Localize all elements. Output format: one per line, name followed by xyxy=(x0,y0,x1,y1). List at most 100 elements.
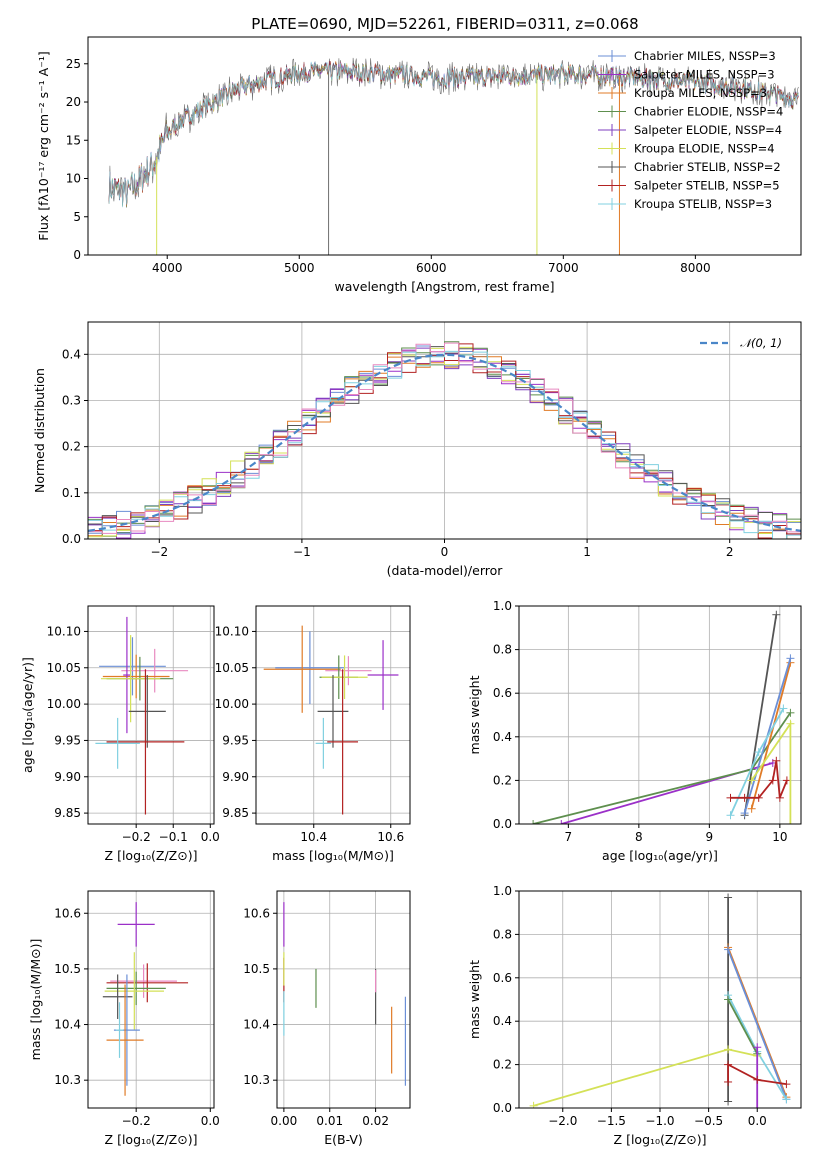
y-tick-label: 10.3 xyxy=(243,1073,270,1087)
y-tick-label: 10.10 xyxy=(47,624,81,638)
legend-label-8: Kroupa STELIB, NSSP=3 xyxy=(634,197,772,211)
x-axis-label: Z [log₁₀(Z/Z⊙)] xyxy=(105,848,198,863)
y-axis-label: mass weight xyxy=(467,960,482,1039)
panel-age_vs_mass: 10.4 10.6 9.85 9.90 9.95 10.00 10.05 10.10 mass … xyxy=(215,605,411,863)
plot-area xyxy=(95,616,189,815)
y-axis-label: mass [log₁₀(M/M⊙)] xyxy=(28,939,43,1061)
panel-mass_vs_Z: −0.2 0.0 10.3 10.4 10.5 10.6 Z [log₁₀(Z/Z⊙)] ma… xyxy=(28,890,220,1147)
y-tick-label: 10.05 xyxy=(215,661,249,675)
panel-spectrum: 4000 5000 6000 7000 8000 0 5 10 15 20 25 wavelength… xyxy=(36,36,802,294)
x-tick-label: 0.00 xyxy=(271,1114,298,1128)
y-tick-label: 25 xyxy=(66,57,81,71)
axes-frame xyxy=(87,321,802,540)
x-axis-label: wavelength [Angstrom, rest frame] xyxy=(334,279,554,294)
y-tick-label: 10.10 xyxy=(215,624,249,638)
y-axis-label: Flux [fλ10⁻¹⁷ erg cm⁻² s⁻¹ A⁻¹] xyxy=(36,51,51,240)
plot-area xyxy=(263,625,399,815)
y-tick-label: 0.4 xyxy=(493,730,512,744)
histogram-step-7 xyxy=(88,343,801,539)
x-tick-label: 7 xyxy=(565,830,573,844)
plot-area xyxy=(88,341,801,539)
axes-frame xyxy=(518,605,802,825)
y-tick-label: 5 xyxy=(73,210,81,224)
y-tick-label: 0 xyxy=(73,248,81,262)
legend-label-3: Chabrier ELODIE, NSSP=4 xyxy=(634,105,783,119)
y-tick-label: 10.6 xyxy=(243,906,270,920)
x-axis-label: E(B-V) xyxy=(324,1132,363,1147)
y-tick-label: 0.8 xyxy=(493,927,512,941)
y-tick-label: 9.90 xyxy=(54,770,81,784)
axes-frame xyxy=(87,605,215,825)
y-tick-label: 9.85 xyxy=(54,806,81,820)
x-tick-label: 0.0 xyxy=(201,1114,220,1128)
plot-layer: 4000 5000 6000 7000 80000510152025wavelength… xyxy=(20,36,802,1147)
y-tick-label: 9.95 xyxy=(54,733,81,747)
x-tick-label: −0.1 xyxy=(159,830,188,844)
x-axis-label: Z [log₁₀(Z/Z⊙)] xyxy=(105,1132,198,1147)
x-tick-label: 0.02 xyxy=(362,1114,389,1128)
gridlines xyxy=(519,605,801,825)
y-tick-label: 0.8 xyxy=(493,643,512,657)
panel-residuals: −2 −1 0 1 2 0.0 0.1 0.2 0.3 0.4 (data-model)/error… xyxy=(32,321,802,578)
y-tick-label: 10.3 xyxy=(54,1073,81,1087)
weight-line-4 xyxy=(727,999,758,1055)
y-tick-label: 0.2 xyxy=(493,773,512,787)
y-tick-label: 0.3 xyxy=(62,393,81,407)
y-tick-label: 0.2 xyxy=(493,1058,512,1072)
legend-label-1: Salpeter MILES, NSSP=3 xyxy=(634,68,775,82)
plot-area xyxy=(102,902,189,1096)
y-tick-label: 10.6 xyxy=(54,906,81,920)
weight-line-3 xyxy=(750,662,792,809)
x-tick-label: −0.2 xyxy=(122,1114,151,1128)
plot-area xyxy=(283,902,407,1086)
x-axis-label: (data-model)/error xyxy=(387,563,504,578)
x-axis-label: mass [log₁₀(M/M⊙)] xyxy=(272,848,394,863)
x-tick-label: 10.4 xyxy=(300,830,327,844)
x-tick-label: 10.6 xyxy=(377,830,404,844)
weight-line-7 xyxy=(727,1063,787,1085)
y-tick-label: 9.95 xyxy=(222,733,249,747)
legend-label-6: Chabrier STELIB, NSSP=2 xyxy=(634,160,781,174)
legend-label-0: Chabrier MILES, NSSP=3 xyxy=(634,49,776,63)
y-tick-label: 0.6 xyxy=(493,971,512,985)
y-tick-label: 0.4 xyxy=(493,1014,512,1028)
y-tick-label: 0.0 xyxy=(62,532,81,546)
legend: Chabrier MILES, NSSP=3 Salpeter MILES, NS… xyxy=(598,49,783,211)
gridlines xyxy=(277,891,410,1108)
y-tick-label: 0.1 xyxy=(62,486,81,500)
weight-line-5 xyxy=(533,1048,758,1107)
y-tick-label: 10.4 xyxy=(54,1018,81,1032)
plot-area xyxy=(529,893,791,1108)
x-tick-label: −1.5 xyxy=(597,1114,626,1128)
x-tick-label: 0 xyxy=(441,545,449,559)
y-tick-label: 0.6 xyxy=(493,686,512,700)
x-tick-label: −2.0 xyxy=(548,1114,577,1128)
y-tick-label: 10.5 xyxy=(243,962,270,976)
panel-age_vs_Z: −0.2 −0.1 0.0 9.85 9.90 9.95 10.00 10.05 10.10 Z … xyxy=(20,605,220,863)
y-tick-label: 1.0 xyxy=(493,884,512,898)
y-tick-label: 9.90 xyxy=(222,770,249,784)
gaussian-reference-curve xyxy=(88,353,801,532)
x-tick-label: −0.2 xyxy=(122,830,151,844)
panel-mass_vs_EBV: 0.00 0.01 0.02 10.3 10.4 10.5 10.6 E(B-V) xyxy=(243,890,411,1147)
y-tick-label: 0.0 xyxy=(493,1101,512,1115)
x-tick-label: 0.0 xyxy=(748,1114,767,1128)
weight-line-0 xyxy=(743,614,778,816)
x-tick-label: 1 xyxy=(583,545,591,559)
plot-area xyxy=(108,57,799,255)
y-tick-label: 0.4 xyxy=(62,347,81,361)
model-line-8 xyxy=(108,61,799,208)
legend-label-2: Kroupa MILES, NSSP=3 xyxy=(634,86,767,100)
y-tick-label: 0.2 xyxy=(62,440,81,454)
gridlines xyxy=(88,891,214,1108)
axes-frame xyxy=(276,890,411,1109)
x-tick-label: −1 xyxy=(293,545,311,559)
y-tick-label: 0.0 xyxy=(493,817,512,831)
x-tick-label: 0.0 xyxy=(201,830,220,844)
legend-label: 𝒩(0, 1) xyxy=(740,336,782,350)
legend-label-5: Kroupa ELODIE, NSSP=4 xyxy=(634,142,775,156)
x-tick-label: 8000 xyxy=(680,261,711,275)
x-tick-label: 2 xyxy=(726,545,734,559)
gridlines xyxy=(88,606,214,824)
